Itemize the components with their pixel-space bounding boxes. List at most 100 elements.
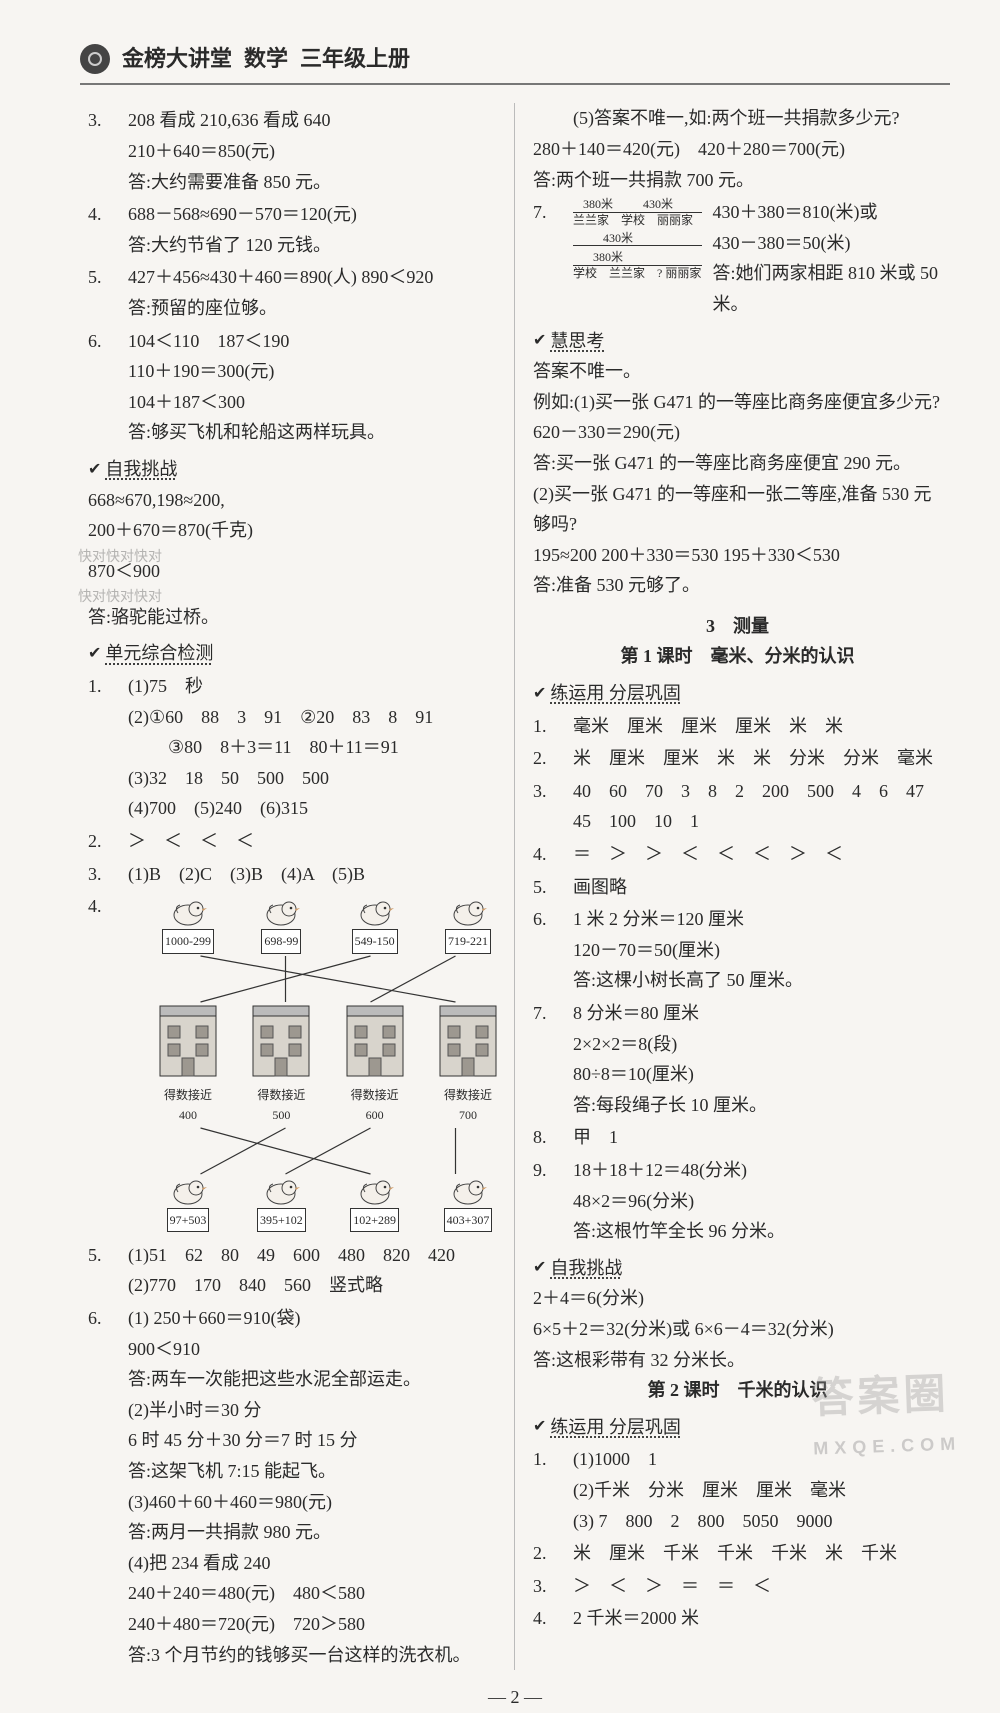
- line: 48×2＝96(分米): [573, 1186, 942, 1217]
- unit3-title: 3 测量: [533, 611, 942, 642]
- line: (2)千米 分米 厘米 厘米 毫米: [573, 1475, 942, 1506]
- line: 110＋190＝300(元): [128, 356, 496, 387]
- line: 80÷8＝10(厘米): [573, 1059, 942, 1090]
- ut-q3: 3. (1)B (2)C (3)B (4)A (5)B: [88, 859, 496, 890]
- line: 195≈200 200＋330＝530 195＋330＜530: [533, 540, 942, 571]
- line: 2 千米＝2000 米: [573, 1603, 942, 1634]
- cont5: (5)答案不唯一,如:两个班一共捐款多少元?: [533, 103, 942, 134]
- line: 米 厘米 千米 千米 千米 米 千米: [573, 1538, 942, 1569]
- line: ＞ ＜ ＞ ＝ ＝ ＜: [573, 1571, 942, 1602]
- page-header: 金榜大讲堂 数学 三年级上册: [80, 40, 950, 85]
- line: 答:这根彩带有 32 分米长。: [533, 1345, 942, 1376]
- logo-icon: [80, 44, 110, 74]
- line: 45 100 10 1: [573, 806, 942, 837]
- line: ＞ ＜ ＜ ＜: [128, 826, 496, 857]
- line: 240＋480＝720(元) 720＞580: [128, 1609, 496, 1640]
- row: 学校 兰兰家 ? 丽丽家: [573, 265, 702, 280]
- line: 答:两车一次能把这些水泥全部运走。: [128, 1364, 496, 1395]
- ut-q2: 2. ＞ ＜ ＜ ＜: [88, 826, 496, 857]
- line: 2＋4＝6(分米): [533, 1283, 942, 1314]
- line: 6×5＋2＝32(分米)或 6×6－4＝32(分米): [533, 1314, 942, 1345]
- hdr-text: 自我挑战: [550, 1253, 622, 1284]
- line: (4)700 (5)240 (6)315: [128, 793, 496, 824]
- line: (3) 7 800 2 800 5050 9000: [573, 1506, 942, 1537]
- unit-test-header: 单元综合检测: [88, 638, 496, 669]
- line: 答:骆驼能过桥。: [88, 602, 496, 633]
- dist-label: 380米: [583, 197, 613, 211]
- line: 答:买一张 G471 的一等座比商务座便宜 290 元。: [533, 448, 942, 479]
- q4: 4. 688－568≈690－570＝120(元) 答:大约节省了 120 元钱…: [88, 199, 496, 260]
- line: 例如:(1)买一张 G471 的一等座比商务座便宜多少元?: [533, 387, 942, 418]
- qnum: 3.: [88, 105, 122, 197]
- line: 120－70＝50(厘米): [573, 935, 942, 966]
- line: ＝ ＞ ＞ ＜ ＜ ＜ ＞ ＜: [573, 839, 942, 870]
- right-column: (5)答案不唯一,如:两个班一共捐款多少元? 280＋140＝420(元) 42…: [515, 103, 950, 1670]
- practice-header: 练运用 分层巩固: [533, 1412, 942, 1443]
- line: 2×2×2＝8(段): [573, 1029, 942, 1060]
- q3: 3. 208 看成 210,636 看成 640 210＋640＝850(元) …: [88, 105, 496, 197]
- line: 200＋670＝870(千克): [88, 515, 496, 546]
- self-challenge-header: 自我挑战: [88, 454, 496, 485]
- lesson2-title: 第 2 课时 千米的认识: [533, 1375, 942, 1406]
- left-column: 3. 208 看成 210,636 看成 640 210＋640＝850(元) …: [80, 103, 515, 1670]
- line: (2)①60 88 3 91 ②20 83 8 91: [128, 702, 496, 733]
- ut-q1: 1. (1)75 秒 (2)①60 88 3 91 ②20 83 8 91 ③8…: [88, 671, 496, 824]
- line: (1)75 秒: [128, 671, 496, 702]
- line: (4)把 234 看成 240: [128, 1548, 496, 1579]
- hdr-text: 慧思考: [550, 326, 604, 357]
- line: 430＋380＝810(米)或: [712, 197, 942, 228]
- line: 答:大约节省了 120 元钱。: [128, 230, 496, 261]
- line: 甲 1: [573, 1122, 942, 1153]
- line: (3)32 18 50 500 500: [128, 763, 496, 794]
- line: 668≈670,198≈200,: [88, 485, 496, 516]
- huisikao-header: 慧思考: [533, 326, 942, 357]
- line: 280＋140＝420(元) 420＋280＝700(元): [533, 134, 942, 165]
- line: 答:两个班一共捐款 700 元。: [533, 165, 942, 196]
- line: 答:够买飞机和轮船这两样玩具。: [128, 417, 496, 448]
- dist-label: 380米: [573, 250, 702, 264]
- dist-label: 430米: [573, 231, 702, 245]
- line: 40 60 70 3 8 2 200 500 4 6 47: [573, 776, 942, 807]
- line: 8 分米＝80 厘米: [573, 998, 942, 1029]
- line: 104＋187＜300: [128, 387, 496, 418]
- hdr-text: 练运用 分层巩固: [550, 678, 681, 709]
- line: 210＋640＝850(元): [128, 136, 496, 167]
- practice-header: 练运用 分层巩固: [533, 678, 942, 709]
- line: ③80 8＋3＝11 80＋11＝91: [128, 732, 496, 763]
- dist-label: 430米: [643, 197, 673, 211]
- line: (2)770 170 840 560 竖式略: [128, 1270, 496, 1301]
- ut-q6: 6. (1) 250＋660＝910(袋) 900＜910 答:两车一次能把这些…: [88, 1303, 496, 1670]
- line: 870＜900: [88, 556, 496, 587]
- ut-q5: 5. (1)51 62 80 49 600 480 820 420 (2)770…: [88, 1240, 496, 1301]
- subject-title: 数学: [244, 40, 288, 77]
- line: 430－380＝50(米): [712, 228, 942, 259]
- q5: 5. 427＋456≈430＋460＝890(人) 890＜920 答:预留的座…: [88, 262, 496, 323]
- self-challenge-header: 自我挑战: [533, 1253, 942, 1284]
- line: 答:3 个月节约的钱够买一台这样的洗衣机。: [128, 1640, 496, 1671]
- line: (5)答案不唯一,如:两个班一共捐款多少元?: [573, 103, 942, 134]
- page-number: — 2 —: [80, 1682, 950, 1713]
- line: (1)B (2)C (3)B (4)A (5)B: [128, 859, 496, 890]
- line: 答:这根竹竿全长 96 分米。: [573, 1216, 942, 1247]
- line: 620－330＝290(元): [533, 417, 942, 448]
- line: 毫米 厘米 厘米 厘米 米 米: [573, 711, 942, 742]
- line: 答案不唯一。: [533, 356, 942, 387]
- q7: 7. 380米 430米 兰兰家 学校 丽丽家 430米 380米 学校 兰兰家…: [533, 197, 942, 319]
- line: (1)1000 1: [573, 1444, 942, 1475]
- line: 240＋240＝480(元) 480＜580: [128, 1578, 496, 1609]
- line: 答:两月一共捐款 980 元。: [128, 1517, 496, 1548]
- line: 答:准备 530 元够了。: [533, 570, 942, 601]
- line: 1 米 2 分米＝120 厘米: [573, 904, 942, 935]
- line: 900＜910: [128, 1334, 496, 1365]
- line: (1) 250＋660＝910(袋): [128, 1303, 496, 1334]
- line: 答:预留的座位够。: [128, 293, 496, 324]
- line: 米 厘米 厘米 米 米 分米 分米 毫米: [573, 743, 942, 774]
- line: 答:这棵小树长高了 50 厘米。: [573, 965, 942, 996]
- q7-diagram: 380米 430米 兰兰家 学校 丽丽家 430米 380米 学校 兰兰家 ? …: [573, 197, 702, 319]
- grade-title: 三年级上册: [300, 40, 410, 77]
- hdr-text: 自我挑战: [105, 454, 177, 485]
- line: 答:每段绳子长 10 厘米。: [573, 1090, 942, 1121]
- line: (2)买一张 G471 的一等座和一张二等座,准备 530 元够吗?: [533, 479, 942, 540]
- line: (1)51 62 80 49 600 480 820 420: [128, 1240, 496, 1271]
- line: 6 时 45 分＋30 分＝7 时 15 分: [128, 1425, 496, 1456]
